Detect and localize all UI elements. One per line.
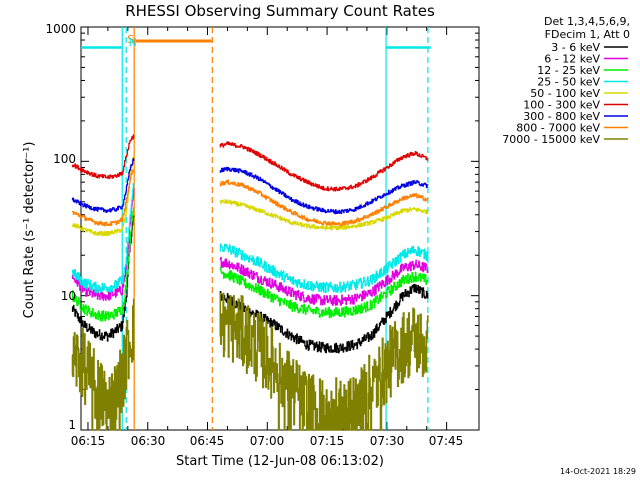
series-300-800-kev-segment-2 <box>219 166 429 215</box>
legend-header-settings: FDecim 1, Att 0 <box>545 28 630 41</box>
series-12-25-kev-segment-1 <box>71 207 135 322</box>
series-50-100-kev-segment-1 <box>71 153 135 237</box>
legend-label-6-12-kev: 6 - 12 keV <box>544 53 600 66</box>
series-800-7000-kev-segment-2 <box>219 179 429 227</box>
x-axis-label: Start Time (12-Jun-08 06:13:02) <box>176 454 384 469</box>
y-tick-labels: 1 10 100 1000 <box>45 22 76 432</box>
x-tick-label-0615: 06:15 <box>71 434 106 448</box>
series-25-50-kev-segment-1 <box>71 183 135 294</box>
legend-label-300-800-kev: 300 - 800 keV <box>523 110 600 123</box>
series-7000-15000-kev-segment-1 <box>71 298 135 431</box>
x-tick-label-0645: 06:45 <box>190 434 225 448</box>
series-100-300-kev-segment-1 <box>71 134 135 179</box>
legend-header-detectors: Det 1,3,4,5,6,9, <box>544 15 630 28</box>
series-800-7000-kev-segment-1 <box>71 169 135 227</box>
series-12-25-kev-segment-2 <box>219 266 428 319</box>
series-300-800-kev-segment-1 <box>71 158 135 213</box>
series-50-100-kev-segment-2 <box>219 199 429 231</box>
flag-s: S <box>127 33 134 46</box>
x-tick-labels: 06:15 06:30 06:45 07:00 07:15 07:30 07:4… <box>71 434 464 448</box>
x-tick-label-0730: 07:30 <box>370 434 405 448</box>
legend-label-50-100-kev: 50 - 100 keV <box>530 87 600 100</box>
legend-label-3-6-kev: 3 - 6 keV <box>551 41 600 54</box>
series-25-50-kev-segment-2 <box>219 243 429 294</box>
series-6-12-kev-segment-2 <box>219 256 429 306</box>
flag-n: N <box>129 36 137 49</box>
chart-title: RHESSI Observing Summary Count Rates <box>125 2 435 20</box>
x-tick-label-0630: 06:30 <box>131 434 166 448</box>
y-axis-label: Count Rate (s⁻¹ detector⁻¹) <box>22 142 37 319</box>
legend: Det 1,3,4,5,6,9, FDecim 1, Att 0 3 - 6 k… <box>502 15 630 146</box>
y-tick-label-1000: 1000 <box>45 22 76 36</box>
legend-label-25-50-kev: 25 - 50 keV <box>537 76 600 89</box>
timestamp: 14-Oct-2021 18:29 <box>560 467 636 476</box>
series-100-300-kev-segment-2 <box>219 141 429 192</box>
x-tick-label-0700: 07:00 <box>250 434 285 448</box>
legend-label-100-300-kev: 100 - 300 keV <box>523 99 600 112</box>
y-tick-label-1: 1 <box>68 418 76 432</box>
series-3-6-kev-segment-1 <box>71 215 135 342</box>
legend-label-12-25-kev: 12 - 25 keV <box>537 64 600 77</box>
y-tick-label-100: 100 <box>53 152 76 166</box>
y-tick-label-10: 10 <box>61 289 76 303</box>
series-3-6-kev-segment-2 <box>219 283 429 354</box>
x-tick-label-0745: 07:45 <box>429 434 464 448</box>
plot-area: SN <box>71 26 480 431</box>
legend-label-7000-15000-kev: 7000 - 15000 keV <box>502 133 600 146</box>
x-tick-label-0715: 07:15 <box>310 434 345 448</box>
series-7000-15000-kev-segment-2 <box>219 292 429 431</box>
legend-label-800-7000-kev: 800 - 7000 keV <box>516 122 600 135</box>
